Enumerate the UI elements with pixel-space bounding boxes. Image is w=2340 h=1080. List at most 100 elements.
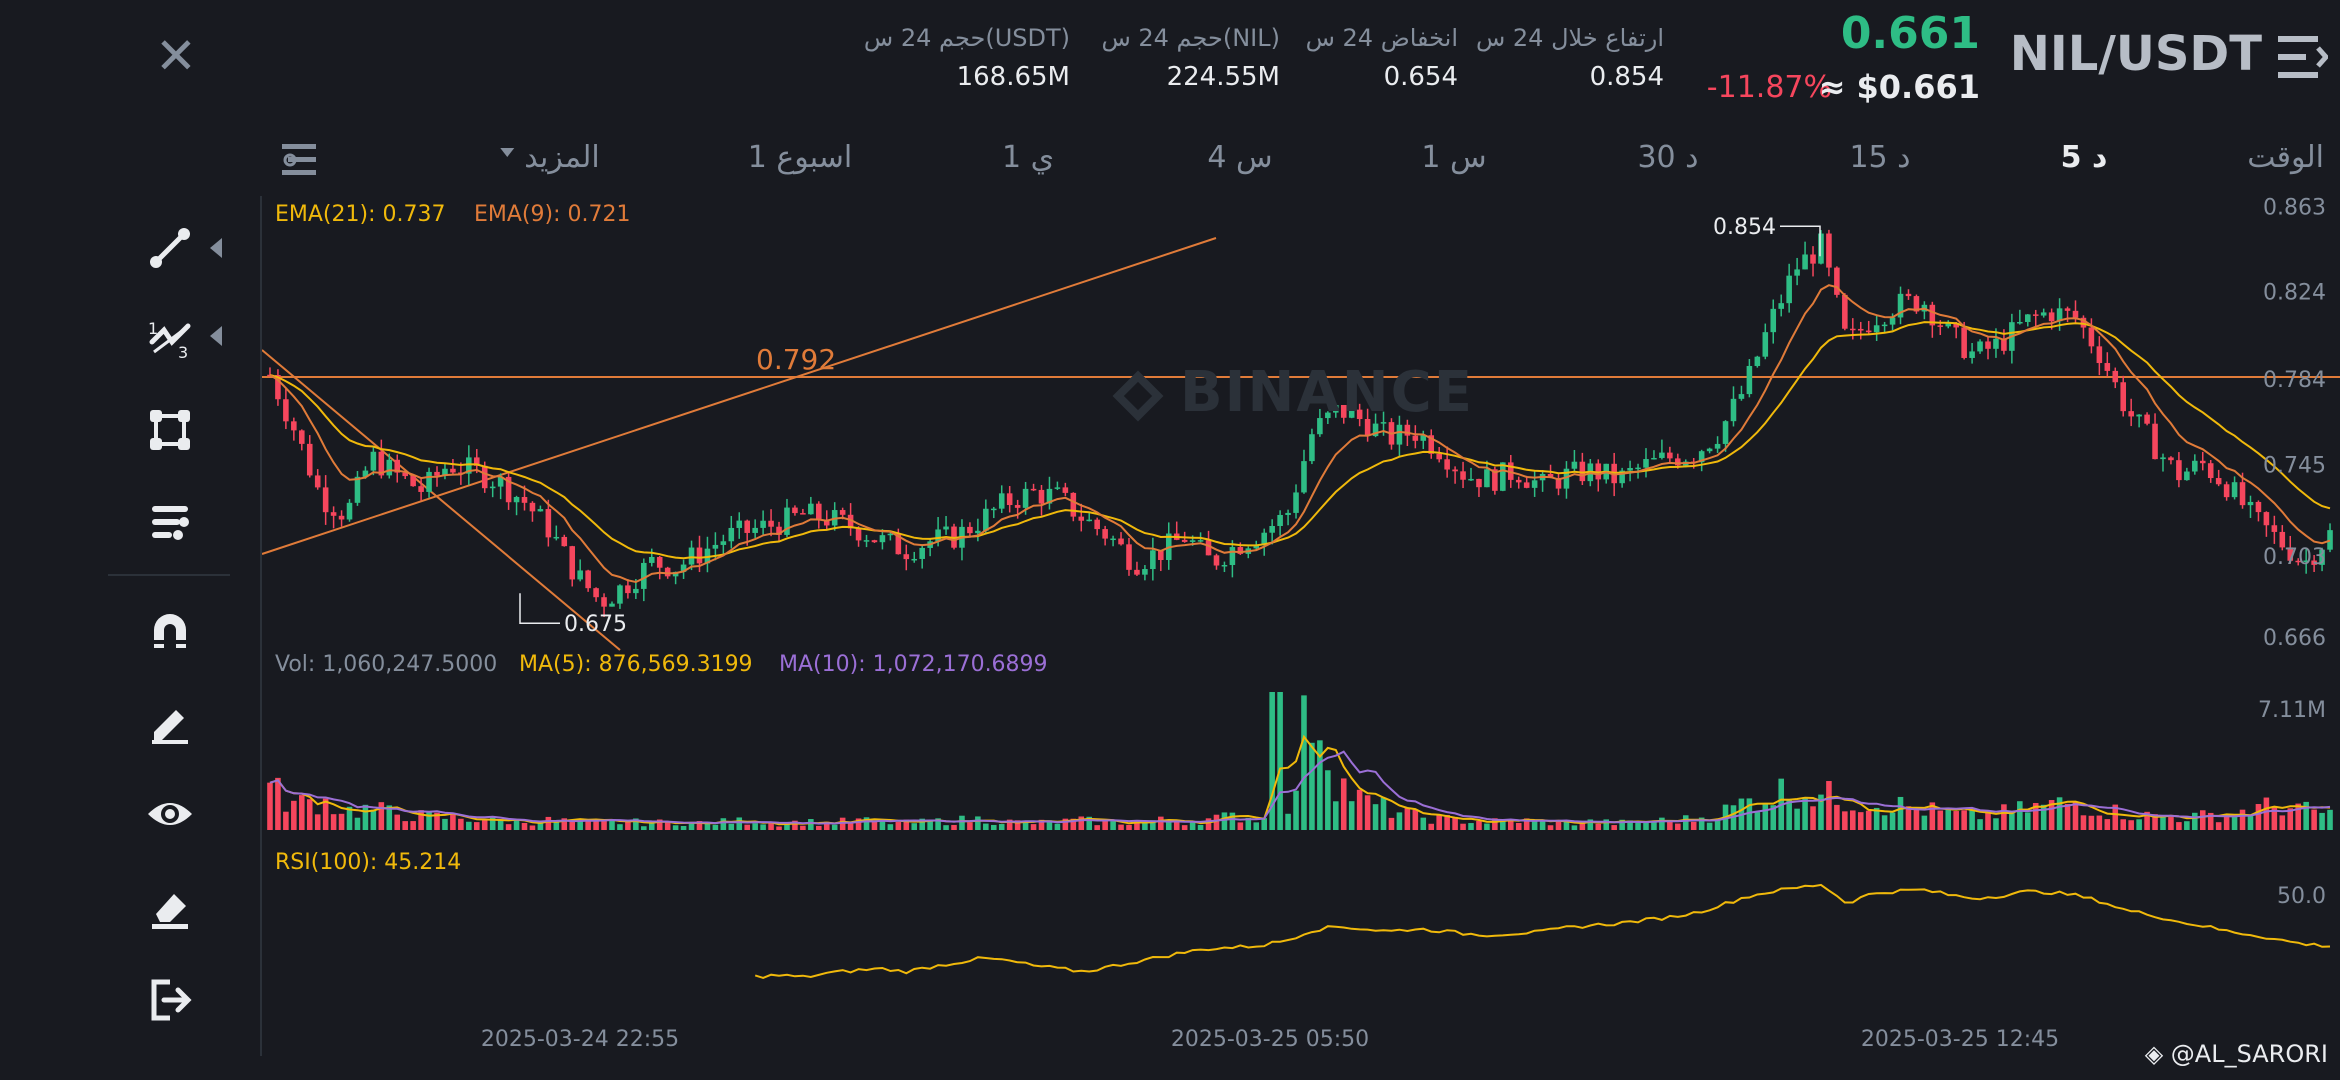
tab-more-label: المزيد <box>524 140 600 175</box>
visibility-tool-button[interactable] <box>138 782 202 846</box>
candle-body <box>1993 338 1999 349</box>
candle-body <box>1643 459 1649 468</box>
candle-body <box>1340 404 1347 418</box>
fibonacci-caret-icon[interactable] <box>210 326 222 346</box>
candle-body <box>1738 394 1745 399</box>
rising-trend-line <box>261 237 1217 555</box>
volume-bar <box>2263 797 2270 830</box>
volume-bar <box>338 813 345 830</box>
volume-bar <box>2112 804 2119 830</box>
candle-body <box>680 564 687 572</box>
text-tool-button[interactable] <box>138 490 202 554</box>
volume-bar <box>410 821 416 830</box>
volume-bar <box>434 812 440 830</box>
tab-30m[interactable]: 30 د <box>1637 140 1699 175</box>
candle-body <box>983 508 989 531</box>
ema21-line <box>269 321 2331 560</box>
candle-body <box>1953 323 1959 328</box>
volume-bar <box>800 825 806 830</box>
candle-body <box>1054 487 1061 489</box>
volume-bar <box>306 799 313 830</box>
candle-body <box>990 508 997 511</box>
eraser-tool-button[interactable] <box>138 876 202 940</box>
close-button[interactable]: ✕ <box>155 27 197 85</box>
volume-bar <box>1245 817 1252 830</box>
tab-15m[interactable]: 15 د <box>1849 140 1911 175</box>
candle-body <box>2032 314 2039 316</box>
volume-bar <box>2223 813 2230 830</box>
candle-body <box>2295 560 2301 563</box>
candle-body <box>784 507 790 535</box>
candle-body <box>362 470 369 477</box>
candle-body <box>823 520 830 526</box>
candle-body <box>2255 501 2262 513</box>
volume-bar <box>609 820 615 830</box>
volume-bar <box>648 823 655 830</box>
volume-bar <box>2231 814 2238 830</box>
tab-4h[interactable]: 4 س <box>1207 140 1273 175</box>
candle-body <box>1985 341 1991 349</box>
volume-bar <box>816 825 822 830</box>
magnet-tool-button[interactable] <box>138 598 202 662</box>
candle-body <box>752 527 758 533</box>
tab-time[interactable]: الوقت <box>2247 140 2324 175</box>
candle-body <box>2096 346 2103 364</box>
tab-1w[interactable]: 1 اسبوع <box>747 140 853 175</box>
volume-bar <box>561 818 568 830</box>
volume-bar <box>2144 811 2150 830</box>
shape-tool-button[interactable] <box>138 398 202 462</box>
volume-bar <box>1460 823 1466 830</box>
trading-pair-title[interactable]: NIL/USDT <box>2009 26 2262 82</box>
volume-bar <box>291 800 297 830</box>
candle-body <box>1857 328 1864 331</box>
volume-bar <box>1913 807 1920 830</box>
candle-body <box>1563 468 1570 489</box>
tab-1h[interactable]: 1 س <box>1421 140 1487 175</box>
volume-bar <box>927 821 933 830</box>
candle-body <box>553 536 560 539</box>
pencil-tool-button[interactable] <box>138 690 202 754</box>
candle-body <box>1269 526 1275 533</box>
volume-bar <box>442 818 448 830</box>
price-axis: 0.863 0.824 0.784 0.745 0.703 0.666 7.11M 50.0 <box>2258 196 2326 909</box>
candle-body <box>633 588 639 594</box>
volume-bar <box>1746 798 1753 830</box>
tab-5m[interactable]: 5 د <box>2060 140 2108 175</box>
candle-body <box>1293 492 1299 513</box>
trend-line-caret-icon[interactable] <box>210 238 222 258</box>
volume-bar <box>983 823 989 830</box>
candle-body <box>1301 461 1307 493</box>
volume-bar <box>1372 804 1379 830</box>
trend-line-drawings[interactable] <box>261 237 1217 651</box>
candle-body <box>1937 325 1944 327</box>
chart-settings-icon[interactable] <box>280 142 318 178</box>
horizontal-line-drawing[interactable]: 0.792 <box>262 343 2340 378</box>
exit-tool-button[interactable] <box>138 968 202 1032</box>
volume-bar <box>505 824 512 830</box>
tab-more[interactable]: المزيد <box>500 140 600 175</box>
credit-text: @AL_SARORI <box>2170 1040 2328 1068</box>
volume-bar <box>1810 806 1816 830</box>
volume-bar <box>577 818 583 830</box>
candle-body <box>1356 409 1363 420</box>
fibonacci-icon: 13 <box>148 319 191 360</box>
volume-bar <box>2279 815 2286 830</box>
stat-24h-low-value: 0.654 <box>1383 62 1458 92</box>
volume-bar <box>641 826 647 830</box>
trend-line-tool-button[interactable] <box>138 216 222 280</box>
volume-bar <box>1484 823 1490 830</box>
tab-1d[interactable]: 1 ي <box>1001 140 1055 175</box>
volume-bar <box>935 818 941 830</box>
volume-bar <box>1953 811 1959 830</box>
trend-line-icon <box>150 228 190 268</box>
volume-bar <box>1515 822 1522 830</box>
menu-icon[interactable] <box>2278 34 2328 80</box>
volume-bar <box>299 795 305 830</box>
volume-bar <box>1794 808 1800 830</box>
candle-body <box>1444 459 1450 470</box>
price-tick-label: 0.666 <box>2263 626 2326 651</box>
volume-bar <box>696 821 703 830</box>
stat-24h-vol-base-label: حجم 24 س(NIL) <box>1101 24 1280 52</box>
